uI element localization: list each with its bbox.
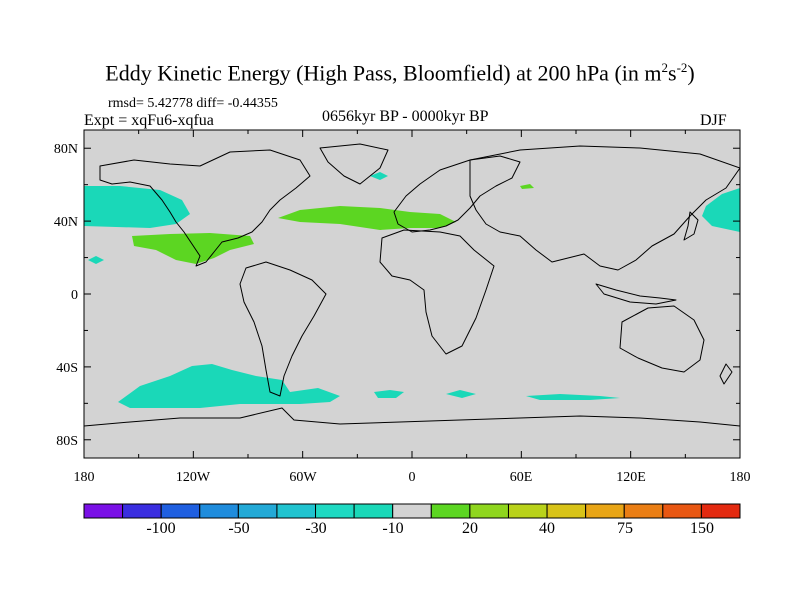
positive-region-arctic xyxy=(520,184,534,189)
colorbar-label-40: 40 xyxy=(539,520,555,537)
colorbar xyxy=(83,503,741,519)
coast-africa xyxy=(379,229,495,355)
coast-indonesia xyxy=(595,283,677,305)
coast-greenland xyxy=(319,143,389,185)
negative-region-southern-indian-a xyxy=(446,390,476,398)
colorbar-label-75: 75 xyxy=(617,520,633,537)
lon-label-60w: 60W xyxy=(289,470,317,485)
stats-text: rmsd= 5.42778 diff= -0.44355 xyxy=(108,96,278,111)
negative-anomaly-regions xyxy=(84,172,740,408)
colorbar-box xyxy=(122,503,162,519)
coast-japan xyxy=(683,211,699,241)
colorbar-box xyxy=(430,503,471,519)
coast-australia xyxy=(619,305,705,373)
lat-label-80n: 80N xyxy=(53,142,78,157)
coast-new-zealand xyxy=(719,363,733,385)
figure-title: Eddy Kinetic Energy (High Pass, Bloomfie… xyxy=(105,60,695,86)
negative-region-north-pacific-east xyxy=(84,186,190,228)
negative-region-north-pacific-west xyxy=(702,188,740,232)
negative-region-southern-indian-b xyxy=(526,394,620,400)
colorbar-box xyxy=(353,503,394,519)
lon-label-0: 0 xyxy=(408,470,416,485)
lat-label-80s: 80S xyxy=(56,434,78,449)
colorbar-label-neg30: -30 xyxy=(305,520,327,537)
lat-label-40s: 40S xyxy=(56,361,78,376)
positive-region-north-atlantic-europe xyxy=(278,206,456,230)
colorbar-box xyxy=(585,503,625,519)
colorbar-box xyxy=(546,503,587,519)
colorbar-box xyxy=(700,503,741,519)
colorbar-box xyxy=(160,503,201,519)
period-label: 0656kyr BP - 0000kyr BP xyxy=(322,108,489,125)
lat-label-40n: 40N xyxy=(53,215,78,230)
lon-label-120w: 120W xyxy=(175,470,211,485)
axis-ticks xyxy=(83,130,741,458)
negative-region-southern-pacific xyxy=(118,364,340,408)
colorbar-box xyxy=(237,503,278,519)
colorbar-label-150: 150 xyxy=(690,520,714,537)
lon-label-180e: 180 xyxy=(729,470,751,485)
positive-region-subtropical-pacific xyxy=(132,233,254,264)
colorbar-box xyxy=(83,503,124,519)
lat-label-0: 0 xyxy=(71,288,78,303)
lon-label-60e: 60E xyxy=(509,470,533,485)
map-background xyxy=(84,130,740,458)
colorbar-label-neg10: -10 xyxy=(382,520,404,537)
negative-region-southern-atlantic xyxy=(374,390,404,398)
positive-anomaly-regions xyxy=(132,184,534,264)
colorbar-box xyxy=(662,503,702,519)
colorbar-box xyxy=(315,503,355,519)
negative-region-north-atlantic-small xyxy=(370,172,388,180)
colorbar-label-neg100: -100 xyxy=(146,520,176,537)
colorbar-label-20: 20 xyxy=(462,520,478,537)
colorbar-box xyxy=(507,503,548,519)
negative-region-subtropical-pacific xyxy=(88,256,104,264)
season-label: DJF xyxy=(700,112,727,129)
lon-label-180w: 180 xyxy=(73,470,95,485)
colorbar-box xyxy=(199,503,239,519)
colorbar-label-neg50: -50 xyxy=(228,520,250,537)
colorbar-box xyxy=(392,503,432,519)
colorbar-box xyxy=(276,503,317,519)
colorbar-box xyxy=(623,503,664,519)
coast-north-america xyxy=(99,149,311,267)
lon-label-120e: 120E xyxy=(616,470,646,485)
coast-asia xyxy=(469,145,740,271)
colorbar-box xyxy=(469,503,509,519)
coastlines xyxy=(84,143,740,427)
experiment-label: Expt = xqFu6-xqfua xyxy=(84,112,214,129)
coast-antarctica xyxy=(84,407,740,427)
coast-south-america xyxy=(239,261,327,397)
